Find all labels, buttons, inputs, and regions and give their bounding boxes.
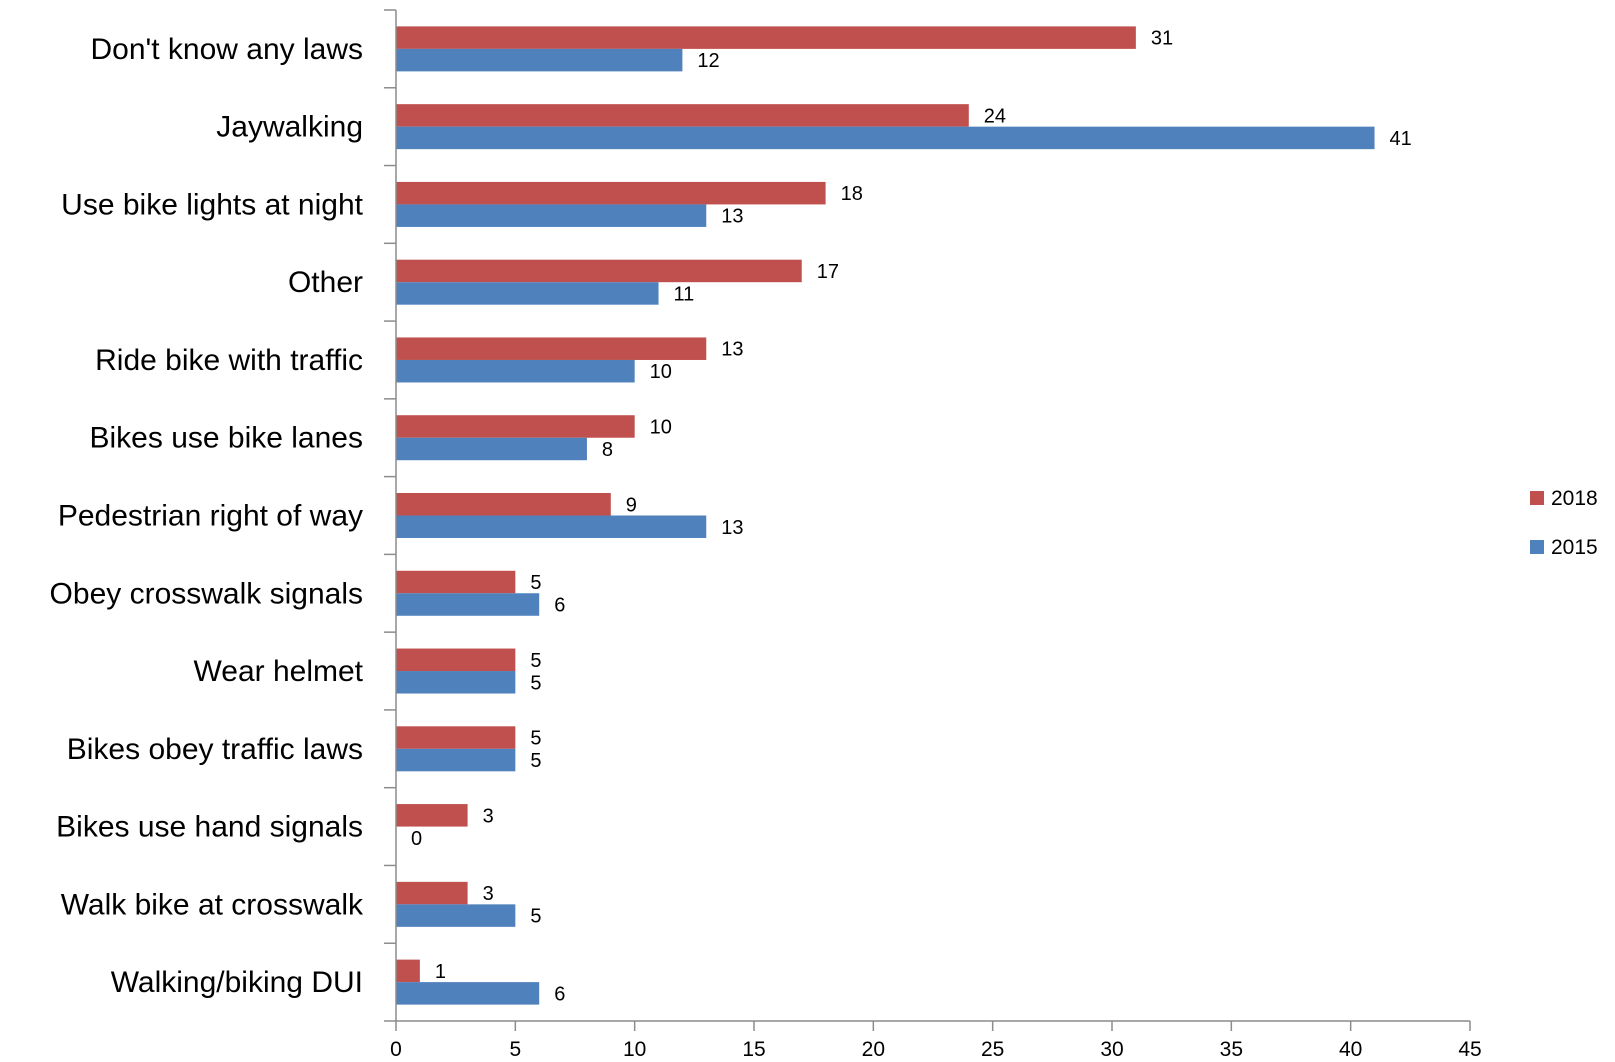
- data-label-2015: 13: [721, 206, 743, 228]
- bar-2015: [396, 359, 635, 383]
- x-tick-label: 30: [1100, 1038, 1123, 1061]
- data-label-2018: 31: [1151, 28, 1173, 50]
- data-label-2018: 10: [650, 416, 672, 438]
- legend-label-2018: 2018: [1551, 487, 1598, 510]
- legend-swatch-2015: [1530, 540, 1544, 554]
- data-label-2015: 0: [411, 828, 422, 850]
- data-label-2015: 5: [530, 672, 541, 694]
- category-label: Bikes obey traffic laws: [67, 733, 363, 766]
- category-label: Bikes use bike lanes: [90, 422, 364, 455]
- data-label-2018: 18: [841, 183, 863, 205]
- bar-2018: [396, 337, 707, 360]
- bar-2018: [396, 726, 516, 749]
- data-label-2015: 11: [674, 283, 695, 305]
- x-tick-label: 10: [623, 1038, 646, 1061]
- bar-2015: [396, 904, 516, 927]
- x-tick-label: 5: [509, 1038, 521, 1061]
- data-label-2015: 41: [1390, 128, 1412, 150]
- data-label-2018: 5: [530, 650, 541, 672]
- category-label: Jaywalking: [216, 111, 363, 144]
- bar-2015: [396, 748, 516, 772]
- legend-swatch-2018: [1530, 491, 1544, 505]
- category-label: Use bike lights at night: [61, 188, 363, 221]
- data-label-2015: 5: [530, 750, 541, 772]
- bar-2018: [396, 415, 635, 438]
- x-tick-label: 40: [1339, 1038, 1362, 1061]
- bar-2015: [396, 48, 683, 72]
- category-labels-layer: Don't know any laws Jaywalking Use bike li…: [50, 33, 364, 999]
- x-tick-label: 20: [862, 1038, 885, 1061]
- category-label: Bikes use hand signals: [56, 811, 363, 844]
- bars-layer: [396, 26, 1375, 1005]
- data-label-2015: 10: [650, 361, 672, 383]
- category-label: Walking/biking DUI: [111, 966, 363, 999]
- category-label: Pedestrian right of way: [58, 500, 363, 533]
- data-label-2018: 17: [817, 261, 839, 283]
- x-tick-label: 25: [981, 1038, 1004, 1061]
- bar-2015: [396, 982, 540, 1005]
- bar-2015: [396, 204, 707, 227]
- category-label: Obey crosswalk signals: [50, 577, 363, 610]
- data-label-2015: 8: [602, 439, 613, 461]
- legend-label-2015: 2015: [1551, 536, 1598, 559]
- data-label-2015: 5: [530, 906, 541, 928]
- data-label-2015: 13: [721, 517, 743, 539]
- bar-2018: [396, 570, 516, 594]
- bar-2018: [396, 648, 516, 672]
- x-tick-labels-layer: 0 5 10 15 20 25 30 35 40 45: [390, 1038, 1482, 1061]
- x-tick-label: 45: [1458, 1038, 1481, 1061]
- bar-2018: [396, 259, 802, 283]
- category-label: Ride bike with traffic: [95, 344, 363, 377]
- data-label-2018: 24: [984, 105, 1006, 127]
- bar-2018: [396, 804, 468, 827]
- bar-2015: [396, 282, 659, 305]
- bar-2018: [396, 181, 826, 205]
- data-label-2018: 3: [483, 883, 494, 905]
- category-label: Wear helmet: [193, 655, 363, 688]
- category-label: Other: [288, 266, 363, 299]
- bar-2018: [396, 26, 1136, 49]
- bar-2015: [396, 671, 516, 694]
- legend: 2018 2015: [1530, 487, 1598, 559]
- data-label-2018: 9: [626, 494, 637, 516]
- category-label: Don't know any laws: [90, 33, 363, 66]
- data-label-2018: 5: [530, 728, 541, 750]
- bar-2018: [396, 493, 611, 516]
- data-label-2015: 6: [554, 983, 565, 1005]
- bar-2015: [396, 515, 707, 538]
- x-tick-label: 15: [742, 1038, 765, 1061]
- bar-2015: [396, 126, 1375, 150]
- data-label-2015: 6: [554, 595, 565, 617]
- bar-2015: [396, 437, 587, 461]
- x-tick-label: 0: [390, 1038, 402, 1061]
- axis-layer: [384, 9, 1471, 1031]
- bar-2018: [396, 881, 468, 905]
- bar-2015: [396, 593, 540, 616]
- data-label-2018: 1: [435, 961, 446, 983]
- x-tick-label: 35: [1220, 1038, 1243, 1061]
- data-label-2015: 12: [697, 50, 719, 72]
- data-label-2018: 3: [483, 805, 494, 827]
- bar-2018: [396, 959, 420, 983]
- data-label-2018: 13: [721, 339, 743, 361]
- data-label-2018: 5: [530, 572, 541, 594]
- category-label: Walk bike at crosswalk: [61, 888, 364, 921]
- bar-2018: [396, 104, 969, 127]
